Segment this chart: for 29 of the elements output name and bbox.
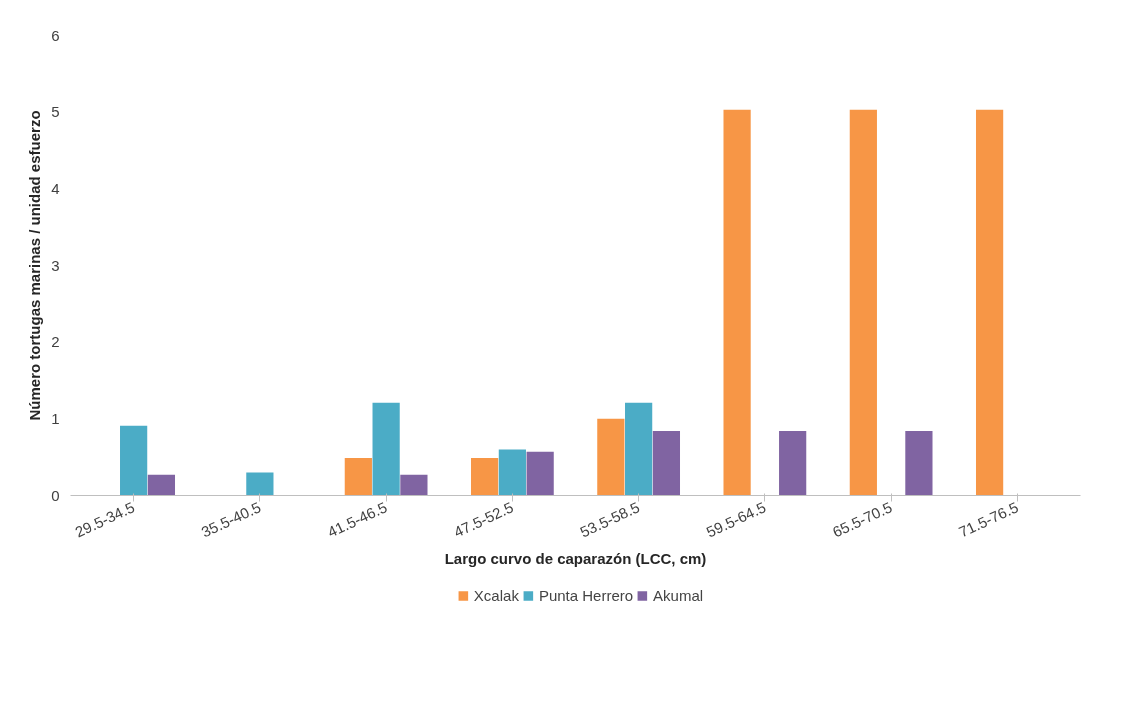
legend-label: Punta Herrero [538,586,634,604]
y-tick-label: 2 [51,333,60,351]
bar [779,431,807,496]
bar [470,457,499,496]
bar [246,472,274,496]
bar [905,431,933,496]
bar [849,109,877,496]
legend-label: Xcalak [473,586,519,604]
bar [344,457,372,496]
x-axis-title: Largo curvo de caparazón (LCC, cm) [444,550,707,568]
bar [147,474,176,496]
bar [400,474,428,496]
bar [372,402,400,496]
y-tick-label: 6 [51,26,60,44]
bar [723,109,751,496]
y-tick-label: 0 [51,486,60,504]
legend-label: Akumal [653,586,704,604]
y-tick-label: 5 [51,103,60,121]
bar [526,451,554,496]
bar [498,449,526,496]
bar [597,418,625,496]
bar [975,109,1004,496]
bar [652,431,681,496]
bar [625,402,653,496]
y-axis-title: Número tortugas marinas / unidad esfuerzo [26,110,44,421]
y-tick-label: 4 [51,179,60,197]
bar [120,425,148,496]
y-tick-label: 1 [51,409,60,427]
y-tick-label: 3 [51,256,60,274]
